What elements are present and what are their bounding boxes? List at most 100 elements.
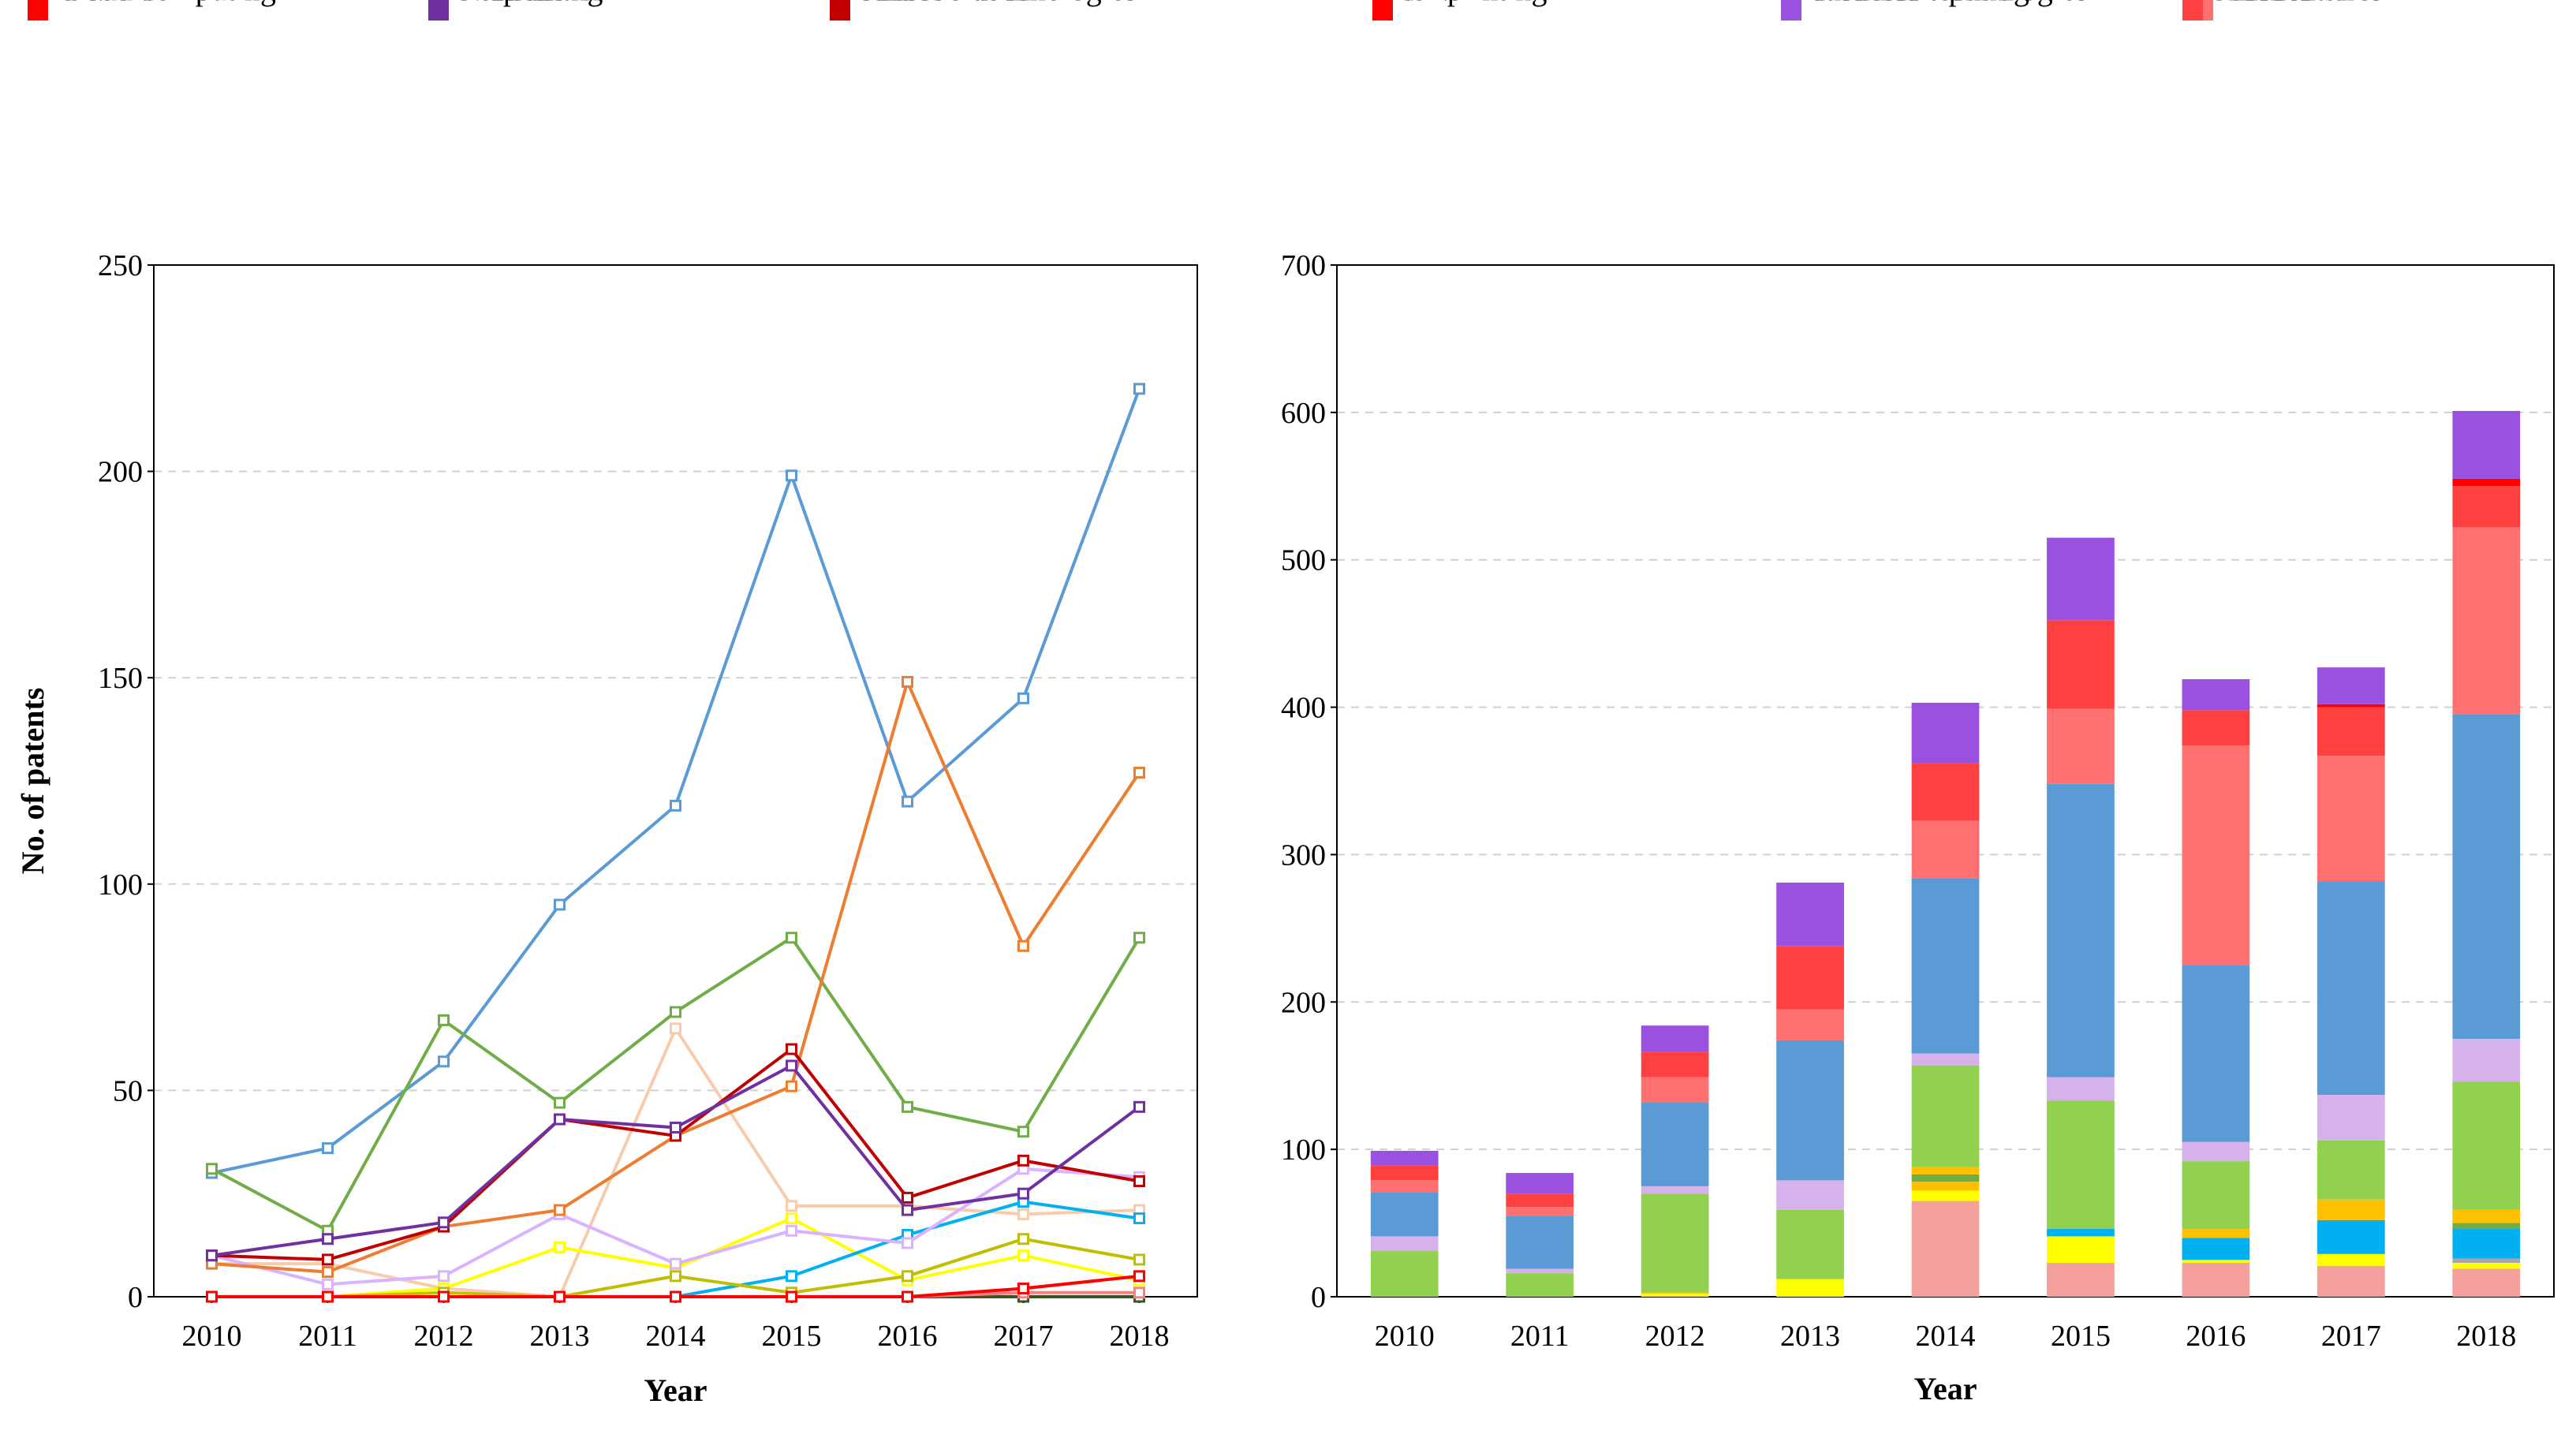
legend-label-modular: Modular <box>1809 0 1918 7</box>
bar-segment-other-3d-technologies <box>1911 1190 1980 1201</box>
bar-chart-plot: 2010 2011 2012 2013 2014 2015 2016 2017 2018 <box>1370 410 2521 1353</box>
data-point-iot <box>322 1278 334 1290</box>
data-point-photovoltaics <box>1133 932 1145 944</box>
x-tick-label: 2010 <box>1375 1320 1435 1353</box>
bar-segment-sensor <box>1911 763 1980 821</box>
legend-label-wireless: Wireless <box>457 0 566 7</box>
y-tick-label: 200 <box>98 456 143 489</box>
bar-segment-bim <box>2182 1238 2250 1260</box>
bar-segment-robots <box>2182 745 2250 965</box>
bar-segment-other-3d-technologies <box>1641 1294 1709 1297</box>
bar-segment-wireless <box>1911 702 1980 764</box>
x-tick-label: 2016 <box>2186 1320 2246 1353</box>
data-point-modular <box>554 898 566 911</box>
series-photovoltaics <box>1370 1065 2521 1297</box>
data-point-vr-ar <box>322 1290 334 1303</box>
data-point-vr-ar <box>554 1290 566 1303</box>
bar-segment-cloud-computing <box>2452 1223 2521 1230</box>
legend-bar-chart: 3D printing other 3D technologies AIBlockc… <box>1372 0 2383 21</box>
data-point-modular <box>438 1055 450 1068</box>
data-point-robots <box>1133 767 1145 779</box>
x-tick-label: 2012 <box>1645 1320 1705 1353</box>
data-point-bim <box>786 1270 797 1283</box>
data-point-drones <box>902 1270 913 1283</box>
legend-label-cloud-computing: Cloud computing <box>56 0 276 7</box>
legend-label-wireless: Wireless <box>1809 0 1918 7</box>
legend-item-sensor: Sensor <box>830 0 944 21</box>
data-point-wireless <box>670 1121 681 1133</box>
data-point-vr-ar <box>1017 1283 1029 1295</box>
data-point-photovoltaics <box>902 1100 913 1113</box>
bar-segment-photovoltaics <box>2182 1161 2250 1230</box>
series-robots <box>206 675 1145 1279</box>
series-line-modular <box>211 388 1141 1174</box>
data-point-vr-ar <box>206 1290 218 1303</box>
data-point-wireless <box>902 1204 913 1216</box>
y-tick-label: 600 <box>1281 397 1326 430</box>
legend-label-blockchain: Blockchain <box>2211 0 2354 7</box>
bar-segment-robots <box>1370 1180 1439 1193</box>
bar-segment-photovoltaics <box>1911 1065 1980 1167</box>
bar-segment-sensor <box>1776 946 1844 1010</box>
bar-segment-3d-printing <box>2452 1268 2521 1297</box>
bar-segment-modular <box>2047 783 2115 1077</box>
data-point-modular <box>1017 692 1029 704</box>
series-modular <box>206 383 1145 1179</box>
series-vr-ar <box>206 1270 1145 1303</box>
legend-line-chart: Modular 3D printing other 3D technologies A… <box>28 0 1137 21</box>
legend-swatch-sensor <box>2182 0 2203 21</box>
data-point-photovoltaics <box>1017 1126 1029 1138</box>
legend-label-sensor: Sensor <box>858 0 944 7</box>
bar-segment-3d-printing <box>1911 1201 1980 1297</box>
bar-segment-vr-ar <box>2452 478 2521 487</box>
bar-segment-cloud-computing <box>1911 1174 1980 1182</box>
series-cloud-computing <box>1911 1174 2521 1230</box>
y-tick-label: 400 <box>1281 692 1326 725</box>
data-point-modular <box>1133 383 1145 395</box>
data-point-sensor <box>1017 1154 1029 1167</box>
legend-swatch-vr-ar <box>28 0 48 21</box>
y-tick-label: 300 <box>1281 838 1326 872</box>
data-point-wireless <box>322 1233 334 1245</box>
bar-segment-modular <box>2182 965 2250 1142</box>
bar-segment-robots <box>1506 1207 1574 1216</box>
y-tick-label: 100 <box>98 868 143 902</box>
bar-segment-3d-printing <box>2047 1263 2115 1297</box>
legend-label-vr-ar: VR/AR <box>56 0 153 7</box>
x-tick-label: 2015 <box>2051 1320 2111 1353</box>
legend-label-drones: Drones <box>2221 0 2313 7</box>
y-tick-label: 250 <box>98 249 143 282</box>
bar-segment-modular <box>2452 714 2521 1039</box>
bar-segment-modular <box>1506 1216 1574 1269</box>
x-tick-label: 2011 <box>1510 1320 1570 1353</box>
y-tick-label: 100 <box>1281 1133 1326 1167</box>
data-point-modular <box>902 795 913 808</box>
line-chart-plot: 2010 2011 2012 2013 2014 2015 2016 2017 2018 <box>182 383 1170 1353</box>
line-chart-axes: 0 50 100 150 200 250 <box>98 249 1198 1314</box>
bar-segment-robots <box>1776 1009 1844 1040</box>
x-tick-label: 2016 <box>878 1320 938 1353</box>
data-point-drones <box>1133 1253 1145 1266</box>
bar-segment-sensor <box>2182 710 2250 746</box>
bar-segment-iot <box>2317 1095 2385 1141</box>
bar-segment-modular <box>1641 1102 1709 1186</box>
x-tick-label: 2013 <box>1780 1320 1840 1353</box>
bar-segment-photovoltaics <box>2452 1081 2521 1210</box>
legend-label-blockchain: Blockchain <box>457 0 600 7</box>
bar-segment-iot <box>1641 1186 1709 1194</box>
data-point-sensor <box>322 1253 334 1266</box>
y-tick-label: 0 <box>1311 1281 1326 1314</box>
bar-segment-robots <box>2452 527 2521 715</box>
x-tick-label: 2017 <box>2321 1320 2381 1353</box>
bar-segment-sensor <box>2452 486 2521 528</box>
bar-segment-sensor <box>1370 1165 1439 1181</box>
y-axis-title-line: No. of patents <box>15 688 50 875</box>
bar-segment-other-3d-technologies <box>2452 1263 2521 1269</box>
data-point-iot <box>786 1224 797 1237</box>
legend-item-vr-ar: VR/AR <box>1372 0 1498 21</box>
data-point-3d-printing <box>670 1022 681 1035</box>
bar-segment-iot <box>2182 1141 2250 1162</box>
series-iot <box>1370 1039 2521 1274</box>
bar-segment-wireless <box>1641 1025 1709 1052</box>
x-tick-label: 2018 <box>1110 1320 1170 1353</box>
